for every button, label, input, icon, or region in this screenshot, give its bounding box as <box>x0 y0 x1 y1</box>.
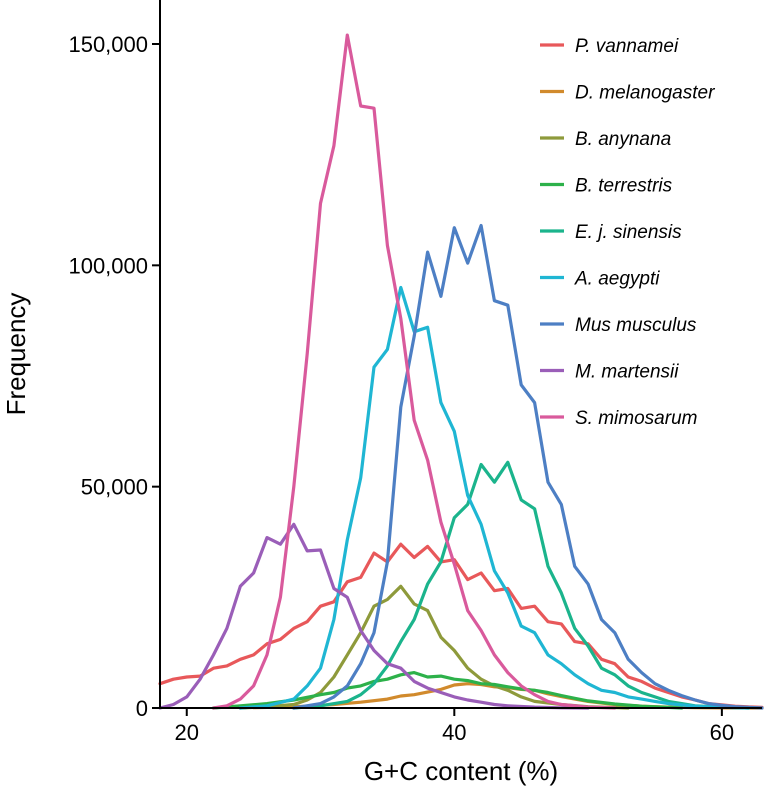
x-tick-label: 40 <box>442 720 466 745</box>
legend-label: B. terrestris <box>575 176 673 197</box>
x-axis-ticks: 20 40 60 <box>175 708 734 745</box>
y-tick-label: 150,000 <box>68 32 148 57</box>
series-line-6 <box>292 223 764 710</box>
legend-label: P. vannamei <box>575 36 679 57</box>
series-line-5 <box>238 285 751 710</box>
series-line-8 <box>211 33 617 710</box>
y-axis-title: Frequency <box>1 293 31 416</box>
y-tick-label: 0 <box>136 696 148 721</box>
series-line-0 <box>158 542 764 709</box>
x-axis-title: G+C content (%) <box>364 756 558 786</box>
series-lines <box>158 33 764 710</box>
y-tick-label: 100,000 <box>68 253 148 278</box>
y-tick-label: 50,000 <box>81 475 148 500</box>
legend-label: A. aegypti <box>574 269 660 290</box>
series-line-7 <box>158 522 590 710</box>
x-tick-label: 20 <box>175 720 199 745</box>
series-line-3 <box>211 670 684 710</box>
legend: P. vannamei D. melanogaster B. anynana B. t… <box>540 36 715 429</box>
y-axis-ticks: 0 50,000 100,000 150,000 <box>68 32 160 721</box>
legend-label: E. j. sinensis <box>575 222 682 243</box>
legend-label: Mus musculus <box>575 315 697 336</box>
legend-label: M. martensii <box>575 362 679 383</box>
legend-label: D. melanogaster <box>575 83 715 104</box>
legend-label: S. mimosarum <box>575 408 697 429</box>
series-line-4 <box>292 460 751 710</box>
x-tick-label: 60 <box>710 720 734 745</box>
legend-label: B. anynana <box>575 129 671 150</box>
